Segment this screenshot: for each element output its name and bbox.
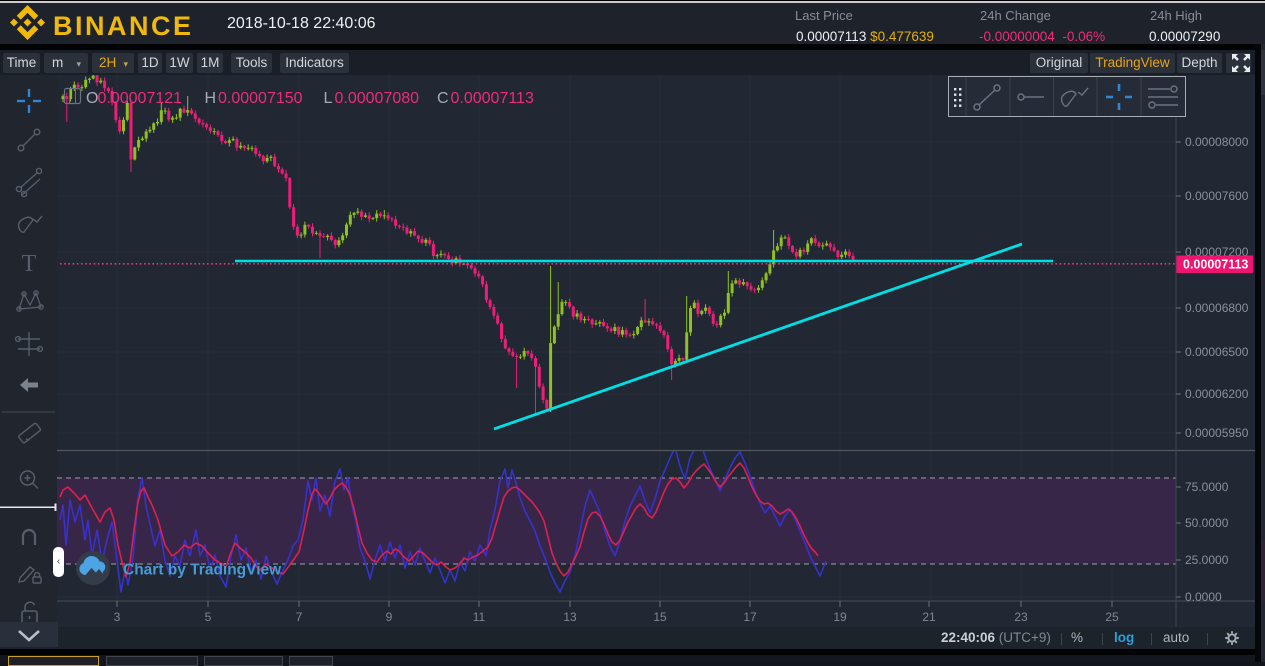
svg-text:17: 17: [743, 610, 757, 624]
svg-text:0.00007150: 0.00007150: [218, 90, 303, 107]
svg-text:19: 19: [833, 610, 847, 624]
svg-text:0.00006200: 0.00006200: [1185, 387, 1249, 401]
svg-text:0.00005950: 0.00005950: [1185, 426, 1249, 440]
svg-text:0.00008000: 0.00008000: [1185, 135, 1249, 149]
svg-text:7: 7: [296, 610, 303, 624]
svg-text:25.0000: 25.0000: [1185, 553, 1229, 567]
svg-text:0.0000: 0.0000: [1185, 590, 1222, 604]
svg-text:L: L: [324, 90, 333, 107]
svg-text:0.00007600: 0.00007600: [1185, 189, 1249, 203]
svg-text:0.00007080: 0.00007080: [335, 90, 420, 107]
svg-text:11: 11: [473, 610, 486, 624]
svg-text:9: 9: [386, 610, 393, 624]
svg-text:C: C: [437, 90, 449, 107]
svg-text:75.0000: 75.0000: [1185, 480, 1229, 494]
svg-text:0.00006500: 0.00006500: [1185, 345, 1249, 359]
svg-text:50.0000: 50.0000: [1185, 516, 1229, 530]
svg-text:T: T: [22, 251, 37, 277]
svg-text:25: 25: [1105, 610, 1119, 624]
svg-text:21: 21: [922, 610, 936, 624]
svg-text:0.00007121: 0.00007121: [98, 90, 183, 107]
svg-text:0.00007113: 0.00007113: [1183, 258, 1248, 272]
svg-text:13: 13: [563, 610, 577, 624]
svg-text:O: O: [86, 90, 98, 107]
svg-text:23: 23: [1014, 610, 1028, 624]
svg-text:Chart by TradingView: Chart by TradingView: [123, 562, 282, 579]
svg-text:5: 5: [205, 610, 212, 624]
svg-text:3: 3: [114, 610, 121, 624]
svg-text:0.00006800: 0.00006800: [1185, 301, 1249, 315]
svg-text:H: H: [205, 90, 217, 107]
svg-text:0.00007113: 0.00007113: [451, 90, 534, 107]
svg-text:15: 15: [653, 610, 667, 624]
